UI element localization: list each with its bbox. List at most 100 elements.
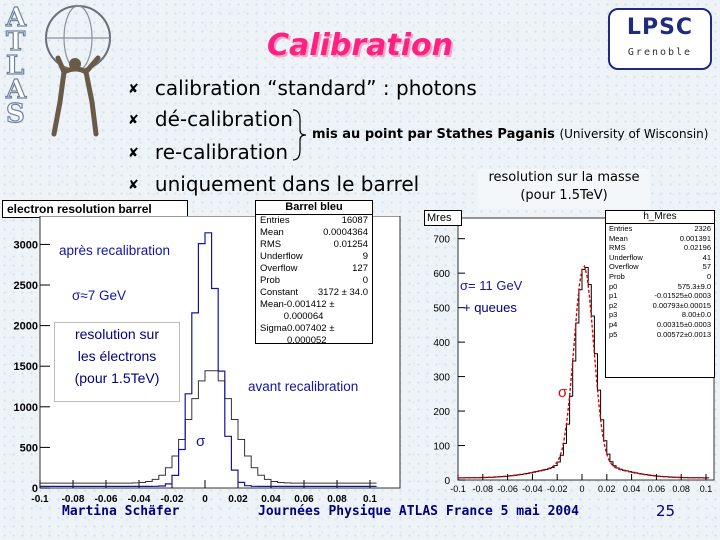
x-tick-label: 0.08 <box>672 484 690 494</box>
x-tick-label: -0.04 <box>128 494 151 505</box>
bullet-text: uniquement dans le barrel <box>154 172 420 196</box>
lpsc-logo-text: LPSC <box>626 15 694 40</box>
left-stats-title: Barrel bleu <box>256 201 372 215</box>
stat-value: 127 <box>352 263 368 274</box>
stat-value: 57 <box>702 262 711 272</box>
stat-key: Underflow <box>609 252 643 262</box>
left-stats-box: Barrel bleu Entries 16087 Mean 0.0004364 RMS… <box>255 200 373 346</box>
stat-value: 0.00793±0.00015 <box>652 300 711 310</box>
stat-value: 16087 <box>341 215 368 226</box>
stat-row: Mean 0.0004364 <box>256 227 372 239</box>
right-stats-title: h_Mres <box>606 211 714 224</box>
stat-row: Entries 16087 <box>256 215 372 227</box>
x-tick-label: -0.02 <box>547 484 568 494</box>
stat-value: 0.02196 <box>683 243 711 253</box>
stat-row: p5 0.00572±0.0013 <box>606 330 714 340</box>
stat-row: Mean 0.001391 <box>606 234 714 244</box>
bullet-item: ✘ re-calibration <box>128 140 288 164</box>
x-tick-label: 0.06 <box>294 494 314 505</box>
stat-value: 0.007402 ± 0.000052 <box>286 323 335 346</box>
stat-key: Underflow <box>260 251 303 262</box>
x-tick-label: 0.06 <box>648 484 666 494</box>
cross-mark-icon: ✘ <box>128 146 139 161</box>
x-tick-label: 0.02 <box>598 484 616 494</box>
stat-value: 0 <box>706 271 711 281</box>
stat-value: 41 <box>702 252 711 262</box>
stat-value: 3172 ± 34.0 <box>317 287 368 298</box>
atlas-figure-icon <box>45 5 111 137</box>
y-tick-label: 300 <box>433 373 450 384</box>
right-sigma-label: σ= 11 GeV <box>460 278 523 293</box>
stat-value: 0.0004364 <box>323 227 368 238</box>
y-tick-label: 0 <box>32 483 38 495</box>
stat-row: RMS 0.01254 <box>256 239 372 251</box>
x-tick-label: 0.1 <box>700 484 713 494</box>
x-tick-label: -0.08 <box>473 484 494 494</box>
right-plot-tab: Mres <box>424 210 462 226</box>
x-tick-label: 0.08 <box>327 494 347 505</box>
stat-row: Entries 2326 <box>606 224 714 234</box>
stat-key: Entries <box>260 215 290 226</box>
stat-value: 8.00±0.0 <box>681 310 711 320</box>
y-tick-label: 1500 <box>14 361 38 373</box>
brace-note-text: mis au point par Stathes Paganis <box>312 127 555 142</box>
stat-row: Overflow 57 <box>606 262 714 272</box>
y-tick-label: 0 <box>444 476 450 487</box>
bullet-text: dé-calibration <box>154 107 293 131</box>
brace-note-affiliation: (University of Wisconsin) <box>559 127 709 141</box>
x-tick-label: -0.06 <box>95 494 118 505</box>
bullet-item: ✘ calibration “standard” : photons <box>128 76 477 100</box>
before-recalibration-label: avant recalibration <box>246 379 361 394</box>
cross-mark-icon: ✘ <box>128 178 139 193</box>
stat-key: p3 <box>609 310 618 320</box>
stat-row: Mean -0.001412 ± 0.000064 <box>256 299 372 323</box>
mass-note: resolution sur la masse (pour 1.5TeV) <box>478 169 650 209</box>
x-tick-label: -0.08 <box>62 494 85 505</box>
x-tick-label: -0.02 <box>161 494 184 505</box>
stat-key: RMS <box>609 243 626 253</box>
page-number: 25 <box>656 502 676 520</box>
stat-row: p3 8.00±0.0 <box>606 310 714 320</box>
x-tick-label: 0.1 <box>363 494 377 505</box>
stat-row: p0 575.3±9.0 <box>606 282 714 292</box>
y-tick-label: 2000 <box>14 321 38 333</box>
stat-row: p4 0.00315±0.0003 <box>606 320 714 330</box>
stat-row: Constant 3172 ± 34.0 <box>256 287 372 299</box>
stat-value: 2326 <box>694 224 711 233</box>
bullet-item: ✘ uniquement dans le barrel <box>128 172 419 196</box>
right-stats-box: h_Mres Entries 2326 Mean 0.001391 RMS 0.02196… <box>605 210 715 378</box>
bullet-item: ✘ dé-calibration <box>128 107 293 131</box>
stat-key: Overflow <box>260 263 298 274</box>
stat-key: p5 <box>609 329 618 339</box>
stat-key: Overflow <box>609 262 639 272</box>
y-tick-label: 500 <box>20 442 38 454</box>
stat-value: 575.3±9.0 <box>677 281 711 291</box>
brace-note: mis au point par Stathes Paganis (Univer… <box>312 127 708 142</box>
page-title: Calibration <box>267 28 453 63</box>
stat-key: p2 <box>609 300 618 310</box>
electron-note-line: (pour 1.5TeV) <box>74 370 160 386</box>
stat-key: Prob <box>609 271 625 281</box>
footer-event: Journées Physique ATLAS France 5 mai 200… <box>258 504 579 519</box>
x-tick-label: 0 <box>579 484 584 494</box>
stat-key: p0 <box>609 281 618 291</box>
stat-key: Constant <box>260 287 299 298</box>
x-tick-label: 0.04 <box>261 494 281 505</box>
x-tick-label: 0.04 <box>623 484 641 494</box>
bullet-text: re-calibration <box>154 140 289 164</box>
stat-row: Underflow 9 <box>256 251 372 263</box>
atlas-letter: T <box>5 27 26 57</box>
stat-key: Mean <box>609 233 628 243</box>
queues-label: + queues <box>463 300 517 315</box>
stat-row: RMS 0.02196 <box>606 243 714 253</box>
fit-curve <box>458 264 706 479</box>
brace-icon <box>292 109 307 161</box>
stat-key: Mean <box>260 227 284 238</box>
mass-note-line: (pour 1.5TeV) <box>520 188 608 203</box>
after-histogram <box>40 232 377 487</box>
left-sigma-symbol: σ <box>196 433 206 450</box>
stat-value: 0.00572±0.0013 <box>656 329 711 339</box>
left-plot-header: electron resolution barrel <box>7 202 152 216</box>
electron-note-line: les électrons <box>77 348 157 364</box>
stat-value: -0.001412 ± 0.000064 <box>283 299 335 322</box>
